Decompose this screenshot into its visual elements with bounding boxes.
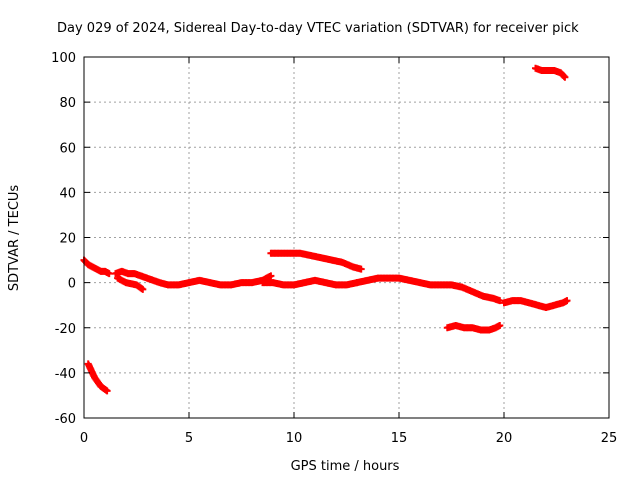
y-axis-label: SDTVAR / TECUs [7, 185, 22, 292]
series-track-i [500, 297, 571, 311]
y-tick-label: 60 [59, 141, 76, 156]
series-track-d [114, 274, 147, 293]
data-point [103, 387, 111, 395]
series-track-f [267, 249, 365, 273]
data-points [80, 64, 571, 395]
y-tick-label: -60 [55, 412, 76, 427]
series-track-b [84, 360, 111, 395]
series-track-h [443, 321, 504, 334]
x-tick-label: 15 [391, 431, 408, 446]
y-tick-label: 40 [59, 186, 76, 201]
x-axis-label: GPS time / hours [291, 459, 400, 474]
x-tick-label: 20 [496, 431, 513, 446]
data-point [496, 297, 504, 305]
data-point [105, 270, 113, 278]
y-tick-label: 20 [59, 232, 76, 247]
x-tick-label: 5 [185, 431, 193, 446]
data-point [357, 265, 365, 273]
y-tick-label: 100 [51, 51, 76, 66]
x-tick-label: 0 [80, 431, 88, 446]
data-point [563, 297, 571, 305]
grid-lines [84, 57, 609, 418]
y-tick-label: -20 [55, 322, 76, 337]
series-track-g [353, 274, 504, 305]
x-tick-label: 10 [286, 431, 303, 446]
y-tick-label: 0 [68, 277, 76, 292]
data-point [496, 321, 504, 329]
axis-ticks: 0 5 10 15 20 25 -60 -40 -20 0 20 40 60 80 100 [51, 51, 617, 446]
data-point [267, 272, 275, 280]
series-track-c [112, 267, 275, 289]
chart-title: Day 029 of 2024, Sidereal Day-to-day VTE… [57, 21, 579, 36]
series-track-j [532, 64, 569, 81]
data-point [139, 285, 147, 293]
data-point [561, 73, 569, 81]
y-tick-label: -40 [55, 367, 76, 382]
series-track-a [80, 256, 113, 278]
series-track-e [259, 276, 361, 289]
y-tick-label: 80 [59, 96, 76, 111]
x-tick-label: 25 [601, 431, 618, 446]
